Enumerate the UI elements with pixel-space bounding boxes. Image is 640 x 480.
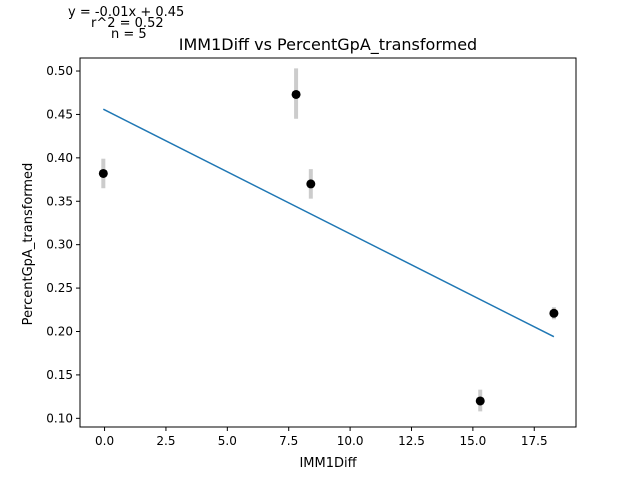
equation-annotation: y = -0.01x + 0.45 (68, 5, 185, 20)
x-tick-label-7: 17.5 (521, 434, 548, 448)
fit-line (102, 108, 555, 338)
sample-size-annotation: n = 5 (111, 27, 147, 42)
x-tick-label-2: 5.0 (218, 434, 237, 448)
x-axis-label: IMM1Diff (299, 456, 357, 471)
y-tick-label-7: 0.45 (46, 107, 73, 121)
y-tick-label-4: 0.30 (46, 238, 73, 252)
y-tick-label-5: 0.35 (46, 194, 73, 208)
y-tick-label-3: 0.25 (46, 281, 73, 295)
chart-title: IMM1Diff vs PercentGpA_transformed (179, 35, 477, 55)
x-tick-label-0: 0.0 (95, 434, 114, 448)
r-squared-annotation: r^2 = 0.52 (91, 16, 164, 31)
data-point-2 (306, 179, 316, 189)
x-tick-label-3: 7.5 (279, 434, 298, 448)
data-point-4 (549, 308, 559, 318)
y-tick-label-1: 0.15 (46, 368, 73, 382)
x-tick-label-6: 15.0 (460, 434, 487, 448)
x-tick-label-4: 10.0 (337, 434, 364, 448)
y-tick-label-8: 0.50 (46, 64, 73, 78)
plot-area: 0.0 2.5 5.0 7.5 10.0 12.5 15.0 17.5 0.10 0.15 0.20… (46, 57, 577, 448)
x-tick-label-5: 12.5 (398, 434, 425, 448)
x-tick-label-1: 2.5 (156, 434, 175, 448)
data-point-1 (291, 89, 301, 99)
y-axis-label: PercentGpA_transformed (21, 163, 36, 326)
y-tick-label-2: 0.20 (46, 324, 73, 338)
y-tick-label-6: 0.40 (46, 151, 73, 165)
data-point-0 (98, 168, 108, 178)
data-point-3 (475, 396, 485, 406)
axes-frame (79, 57, 577, 428)
y-tick-label-0: 0.10 (46, 411, 73, 425)
